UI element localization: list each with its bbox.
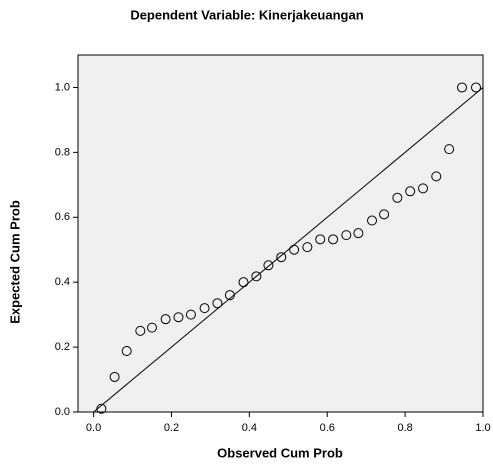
y-tick-label: 0.0 — [55, 406, 70, 418]
point — [328, 234, 339, 245]
y-tick-label: 0.2 — [55, 341, 70, 353]
x-tick-label: 0.8 — [397, 422, 412, 434]
point — [109, 371, 120, 382]
point — [367, 215, 378, 226]
reference-line — [93, 87, 484, 413]
point — [456, 82, 467, 93]
point — [418, 183, 429, 194]
x-tick-label: 0.2 — [164, 422, 179, 434]
x-tick-label: 0.0 — [86, 422, 101, 434]
point — [315, 234, 326, 245]
point — [289, 244, 300, 255]
point — [212, 298, 223, 309]
point — [146, 322, 157, 333]
point — [276, 252, 287, 263]
point — [405, 186, 416, 197]
point — [224, 290, 235, 301]
chart-title: Dependent Variable: Kinerjakeuangan — [130, 7, 363, 22]
y-tick-label: 1.0 — [55, 81, 70, 93]
point — [96, 403, 107, 414]
point — [238, 277, 249, 288]
point — [392, 192, 403, 203]
y-axis-label: Expected Cum Prob — [7, 200, 22, 324]
point — [431, 171, 442, 182]
y-tick-label: 0.4 — [55, 276, 70, 288]
point — [135, 325, 146, 336]
point — [160, 314, 171, 325]
point — [199, 303, 210, 314]
x-axis-label: Observed Cum Prob — [217, 445, 343, 460]
point — [470, 82, 481, 93]
point — [173, 312, 184, 323]
x-tick-label: 0.4 — [242, 422, 257, 434]
x-tick-label: 1.0 — [475, 422, 490, 434]
point — [341, 230, 352, 241]
y-tick-label: 0.6 — [55, 211, 70, 223]
point — [353, 228, 364, 239]
point — [379, 209, 390, 220]
y-tick-label: 0.8 — [55, 146, 70, 158]
point — [185, 309, 196, 320]
point — [302, 242, 313, 253]
plot-area — [77, 54, 484, 413]
point — [444, 144, 455, 155]
x-tick-label: 0.6 — [320, 422, 335, 434]
point — [263, 260, 274, 271]
point — [121, 345, 132, 356]
point — [251, 271, 262, 282]
